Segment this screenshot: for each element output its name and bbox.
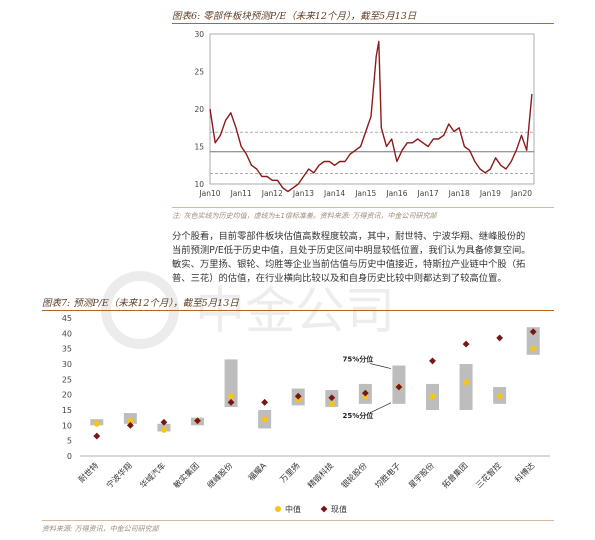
fig6-caption-rule: [172, 23, 554, 24]
x-tick-label: Jan15: [354, 189, 376, 198]
x-tick-label: Jan17: [417, 189, 439, 198]
y-tick-label: 15: [194, 143, 204, 152]
x-tick-label: Jan20: [510, 189, 532, 198]
median-marker: [328, 400, 335, 407]
pe-range-bar-chart: 0 5 10 15 20 25 30 35 40 45 耐世特 宁波华翔 华域汽车 敏实集团 继峰股份 福耀A…: [62, 314, 550, 514]
category-label: 三花智控: [473, 460, 503, 490]
median-marker: [496, 393, 503, 400]
category-label: 精锻科技: [306, 460, 336, 490]
current-marker: [294, 392, 302, 400]
current-marker: [328, 394, 336, 402]
pe-history-line-chart: 10 15 20 25 30 Jan10 Jan11 Jan12 Jan13 Jan14 Jan15…: [194, 30, 535, 198]
category-label: 均胜电子: [373, 460, 403, 490]
category-label: 继峰股份: [205, 460, 235, 490]
category-label: 敏实集团: [171, 460, 201, 490]
legend-current-label: 现值: [331, 504, 347, 514]
median-marker: [429, 393, 436, 400]
category-label: 科博达: [513, 460, 537, 484]
current-marker: [462, 340, 470, 348]
current-marker: [261, 398, 269, 406]
category-label: 福耀A: [247, 461, 269, 483]
paragraph-line: 敏实、万里扬、银轮、均胜等企业当前估值与历史中值接近，特斯拉产业链中个股（拓: [172, 259, 526, 270]
category-label: 拓普集团: [440, 460, 470, 490]
y-tick-label: 20: [194, 105, 204, 114]
category-label: 华域汽车: [138, 460, 168, 490]
category-label: 银轮股份: [339, 460, 369, 490]
current-marker: [126, 421, 134, 429]
median-marker: [127, 417, 134, 424]
current-marker: [93, 432, 101, 440]
y-tick-label: 10: [194, 180, 204, 189]
y-tick-label: 0: [67, 452, 72, 461]
current-marker: [227, 398, 235, 406]
legend-median-label: 中值: [285, 504, 301, 514]
y-tick-label: 45: [62, 314, 72, 323]
percentile-range-bar: [224, 359, 238, 407]
x-tick-label: Jan19: [479, 189, 501, 198]
y-tick-label: 30: [194, 30, 204, 39]
fig7-caption-rule: [42, 310, 554, 311]
x-tick-label: Jan13: [292, 189, 314, 198]
x-tick-label: Jan11: [230, 189, 252, 198]
fig6-note-rule: [172, 207, 554, 208]
category-label: 宁波华翔: [104, 460, 134, 490]
median-marker: [160, 426, 167, 433]
fig6-note: 注: 灰色实线为历史均值，虚线为±1倍标准差。资料来源: 万得资讯，中金公司研究…: [172, 212, 437, 220]
fig7-caption: 图表7: 预测P/E（未来12个月），截至5月13日: [42, 298, 239, 309]
category-label: 星宇股份: [406, 460, 436, 490]
annotation-75-label: 75%分位: [343, 355, 374, 364]
current-marker: [361, 389, 369, 397]
median-marker: [228, 393, 235, 400]
y-tick-label: 20: [62, 391, 72, 400]
paragraph-line: 当前预测P/E低于历史中值，且处于历史区间中明显较低位置，我们认为具备修复空间。: [172, 245, 531, 256]
paragraph-line: 分个股看，目前零部件板块估值高数程度较高，其中，耐世特、宁波华翔、继峰股份的: [172, 231, 526, 242]
annotation-75-pointer: [369, 363, 392, 369]
percentile-range-bar: [459, 364, 473, 410]
median-marker: [530, 345, 537, 352]
fig7-note-rule: [42, 520, 554, 521]
median-marker: [463, 379, 470, 386]
x-tick-label: Jan14: [323, 189, 345, 198]
x-tick-label: Jan10: [198, 189, 220, 198]
y-tick-label: 5: [67, 437, 72, 446]
median-marker: [261, 416, 268, 423]
y-tick-label: 25: [62, 375, 72, 384]
y-tick-label: 25: [194, 68, 204, 77]
current-marker: [429, 357, 436, 365]
y-tick-label: 35: [62, 345, 72, 354]
annotation-25-label: 25%分位: [343, 411, 374, 420]
percentile-range-bar: [526, 327, 540, 355]
pe-series-line: [209, 40, 533, 193]
analysis-paragraph: 分个股看，目前零部件板块估值高数程度较高，其中，耐世特、宁波华翔、继峰股份的 当…: [172, 230, 554, 286]
x-tick-label: Jan12: [261, 189, 283, 198]
y-tick-label: 15: [62, 406, 72, 415]
category-label: 万里扬: [278, 460, 302, 484]
x-tick-label: Jan16: [385, 189, 407, 198]
median-marker: [93, 420, 100, 427]
y-tick-label: 10: [62, 421, 72, 430]
legend-current-swatch: [320, 505, 328, 513]
current-marker: [496, 334, 504, 342]
fig6-caption: 图表6: 零部件板块预测P/E（未来12个月），截至5月13日: [172, 11, 417, 22]
y-tick-label: 40: [62, 329, 72, 338]
annotation-25-pointer: [369, 402, 392, 414]
x-tick-label: Jan18: [448, 189, 470, 198]
y-tick-label: 30: [62, 360, 72, 369]
category-label: 耐世特: [76, 460, 100, 484]
legend-median-swatch: [275, 506, 281, 512]
fig7-note: 资料来源: 万得资讯，中金公司研究部: [42, 525, 159, 533]
paragraph-line: 普、三花）的估值，在行业横向比较以及和自身历史比较中则都达到了较高位置。: [172, 273, 507, 284]
